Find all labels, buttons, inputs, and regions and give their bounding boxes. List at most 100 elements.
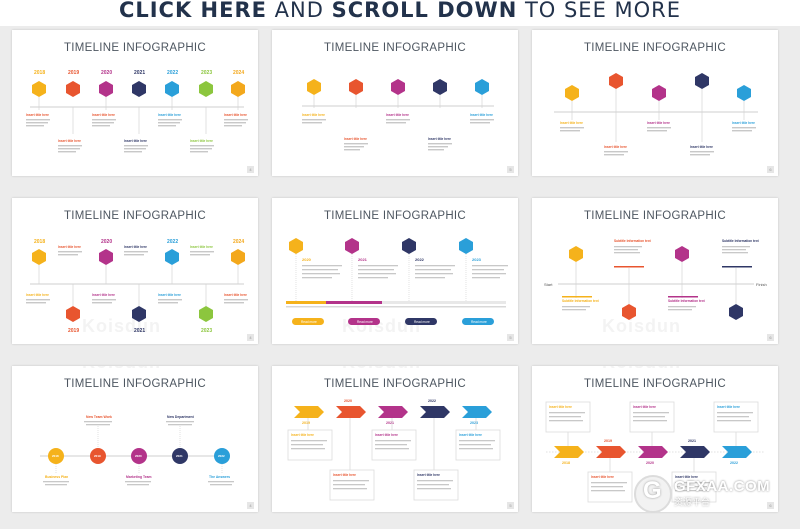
hexagon-marker — [289, 238, 303, 254]
slide-thumbnail-7[interactable]: TIMELINE INFOGRAPHIC Koisdun 2018 2019 2… — [12, 366, 258, 512]
circle-marker — [214, 448, 230, 464]
slide-thumbnail-2[interactable]: TIMELINE INFOGRAPHIC Insert title here I… — [272, 30, 518, 176]
item-heading: Insert title here — [417, 473, 440, 477]
item-heading: Insert title here — [26, 293, 49, 297]
hexagon-marker — [66, 81, 80, 97]
site-logo: G GFXAA.COM 资源平台 — [634, 475, 784, 515]
item-heading: Insert title here — [291, 433, 314, 437]
button-label: Read more — [471, 320, 487, 324]
button-label: Read more — [301, 320, 317, 324]
item-heading: Insert title here — [591, 475, 614, 479]
item-heading: Insert title here — [190, 139, 213, 143]
watermark: Koisdun — [602, 366, 681, 373]
hexagon-marker — [459, 238, 473, 254]
slide-thumbnail-5[interactable]: TIMELINE INFOGRAPHIC Koisdun 2020 2021 2… — [272, 198, 518, 344]
hexagon-marker — [132, 306, 146, 322]
year-label: 2023 — [201, 328, 212, 334]
hexagon-marker — [565, 85, 579, 101]
slide-thumbnail-8[interactable]: TIMELINE INFOGRAPHIC Koisdun 2019 2020 2… — [272, 366, 518, 512]
hexagon-marker — [32, 81, 46, 97]
item-heading: Insert title here — [428, 137, 451, 141]
item-heading: Insert title here — [633, 405, 656, 409]
watermark: Koisdun — [602, 316, 681, 336]
year-label: 2021 — [386, 421, 394, 425]
hexagon-marker — [622, 304, 636, 320]
slide-thumbnail-6[interactable]: TIMELINE INFOGRAPHIC Koisdun Start Finis… — [532, 198, 778, 344]
item-heading: Insert title here — [344, 137, 367, 141]
item-heading: Insert title here — [647, 121, 670, 125]
slide-thumbnail-4[interactable]: TIMELINE INFOGRAPHIC Koisdun 2018 2020 2… — [12, 198, 258, 344]
hexagon-marker — [165, 249, 179, 265]
logo-glyph: G — [643, 477, 662, 504]
year-label: 2024 — [233, 70, 244, 76]
year-label: 2020 — [646, 461, 654, 465]
item-heading: Insert title here — [333, 473, 356, 477]
year-label: 2019 — [68, 328, 79, 334]
year-label: 2022 — [428, 399, 436, 403]
item-heading: Insert title here — [124, 245, 147, 249]
year-label: 2020 — [101, 239, 112, 245]
item-heading: Insert title here — [124, 139, 147, 143]
circle-marker — [172, 448, 188, 464]
hexagon-marker — [99, 249, 113, 265]
logo-subtext: 资源平台 — [674, 497, 711, 507]
year-label: 2019 — [68, 70, 79, 76]
year-label: 2018 — [34, 70, 45, 76]
button-label: Read more — [414, 320, 430, 324]
timeline-graphic: 2018 2020 2022 2024 2019 2021 2023 Inser… — [26, 239, 248, 334]
read-more-button — [405, 318, 437, 325]
hexagon-marker — [99, 81, 113, 97]
year-label: 2021 — [134, 70, 145, 76]
hexagon-marker — [569, 246, 583, 262]
item-heading: Insert title here — [92, 293, 115, 297]
timeline-graphic: Start Finish Subtitle Information text S… — [544, 239, 767, 320]
item-heading: Insert title here — [375, 433, 398, 437]
hexagon-marker — [675, 246, 689, 262]
hexagon-marker — [307, 79, 321, 95]
item-heading: Insert title here — [690, 145, 713, 149]
item-heading: Insert title here — [549, 405, 572, 409]
watermark: Koisdun — [342, 366, 421, 373]
year-label: 2021 — [134, 328, 145, 334]
item-heading: Insert title here — [224, 113, 247, 117]
hexagon-marker — [349, 79, 363, 95]
page-number: 5 — [507, 166, 514, 173]
hexagon-marker — [165, 81, 179, 97]
item-heading: Insert title here — [58, 139, 81, 143]
slide-thumbnail-1[interactable]: TIMELINE INFOGRAPHIC 2018 2019 2020 2021… — [12, 30, 258, 176]
year-label: 2018 — [562, 461, 570, 465]
slide-thumbnail-3[interactable]: TIMELINE INFOGRAPHIC Insert title here I… — [532, 30, 778, 176]
watermark: Koisdun — [82, 366, 161, 373]
year-label: 2018 2019 2020 2021 2022 2023 2024 — [34, 70, 244, 76]
item-heading: Insert title here — [26, 113, 49, 117]
timeline-graphic: Insert title here Insert title here Inse… — [302, 79, 494, 151]
page-number: 6 — [767, 166, 774, 173]
banner-click-here[interactable]: CLICK HERE — [118, 0, 267, 22]
logo-circle — [634, 475, 672, 513]
banner-and: AND — [267, 0, 332, 22]
hexagon-marker — [695, 73, 709, 89]
item-heading: Insert title here — [717, 405, 740, 409]
timeline-graphic: 2018 2019 2020 2021 2022 2023 2024 — [26, 70, 248, 153]
year-label: 2019 — [302, 421, 310, 425]
hexagon-marker — [32, 249, 46, 265]
banner[interactable]: CLICK HERE AND SCROLL DOWN TO SEE MORE — [0, 0, 800, 26]
circle-year: 2019 — [94, 454, 101, 458]
year-label: 2020 — [101, 70, 112, 76]
circle-year: 2020 — [135, 454, 142, 458]
item-heading: Insert title here — [224, 293, 247, 297]
page-number: 6 — [767, 334, 774, 341]
slide-title: TIMELINE INFOGRAPHIC — [323, 42, 467, 54]
read-more-button — [348, 318, 380, 325]
circle-year: 2022 — [218, 454, 225, 458]
hexagon-marker — [32, 81, 245, 97]
slide-title: TIMELINE INFOGRAPHIC — [323, 378, 467, 390]
circle-year: 2021 — [176, 454, 183, 458]
banner-text[interactable]: CLICK HERE AND SCROLL DOWN TO SEE MORE — [0, 0, 800, 22]
timeline-graphic: 2020 2021 2022 2023 Read more Read more — [286, 238, 508, 325]
item-heading: Insert title here — [732, 121, 755, 125]
circle-marker — [131, 448, 147, 464]
slide-title: TIMELINE INFOGRAPHIC — [323, 210, 467, 222]
button-label: Read more — [357, 320, 373, 324]
circle-marker — [90, 448, 106, 464]
